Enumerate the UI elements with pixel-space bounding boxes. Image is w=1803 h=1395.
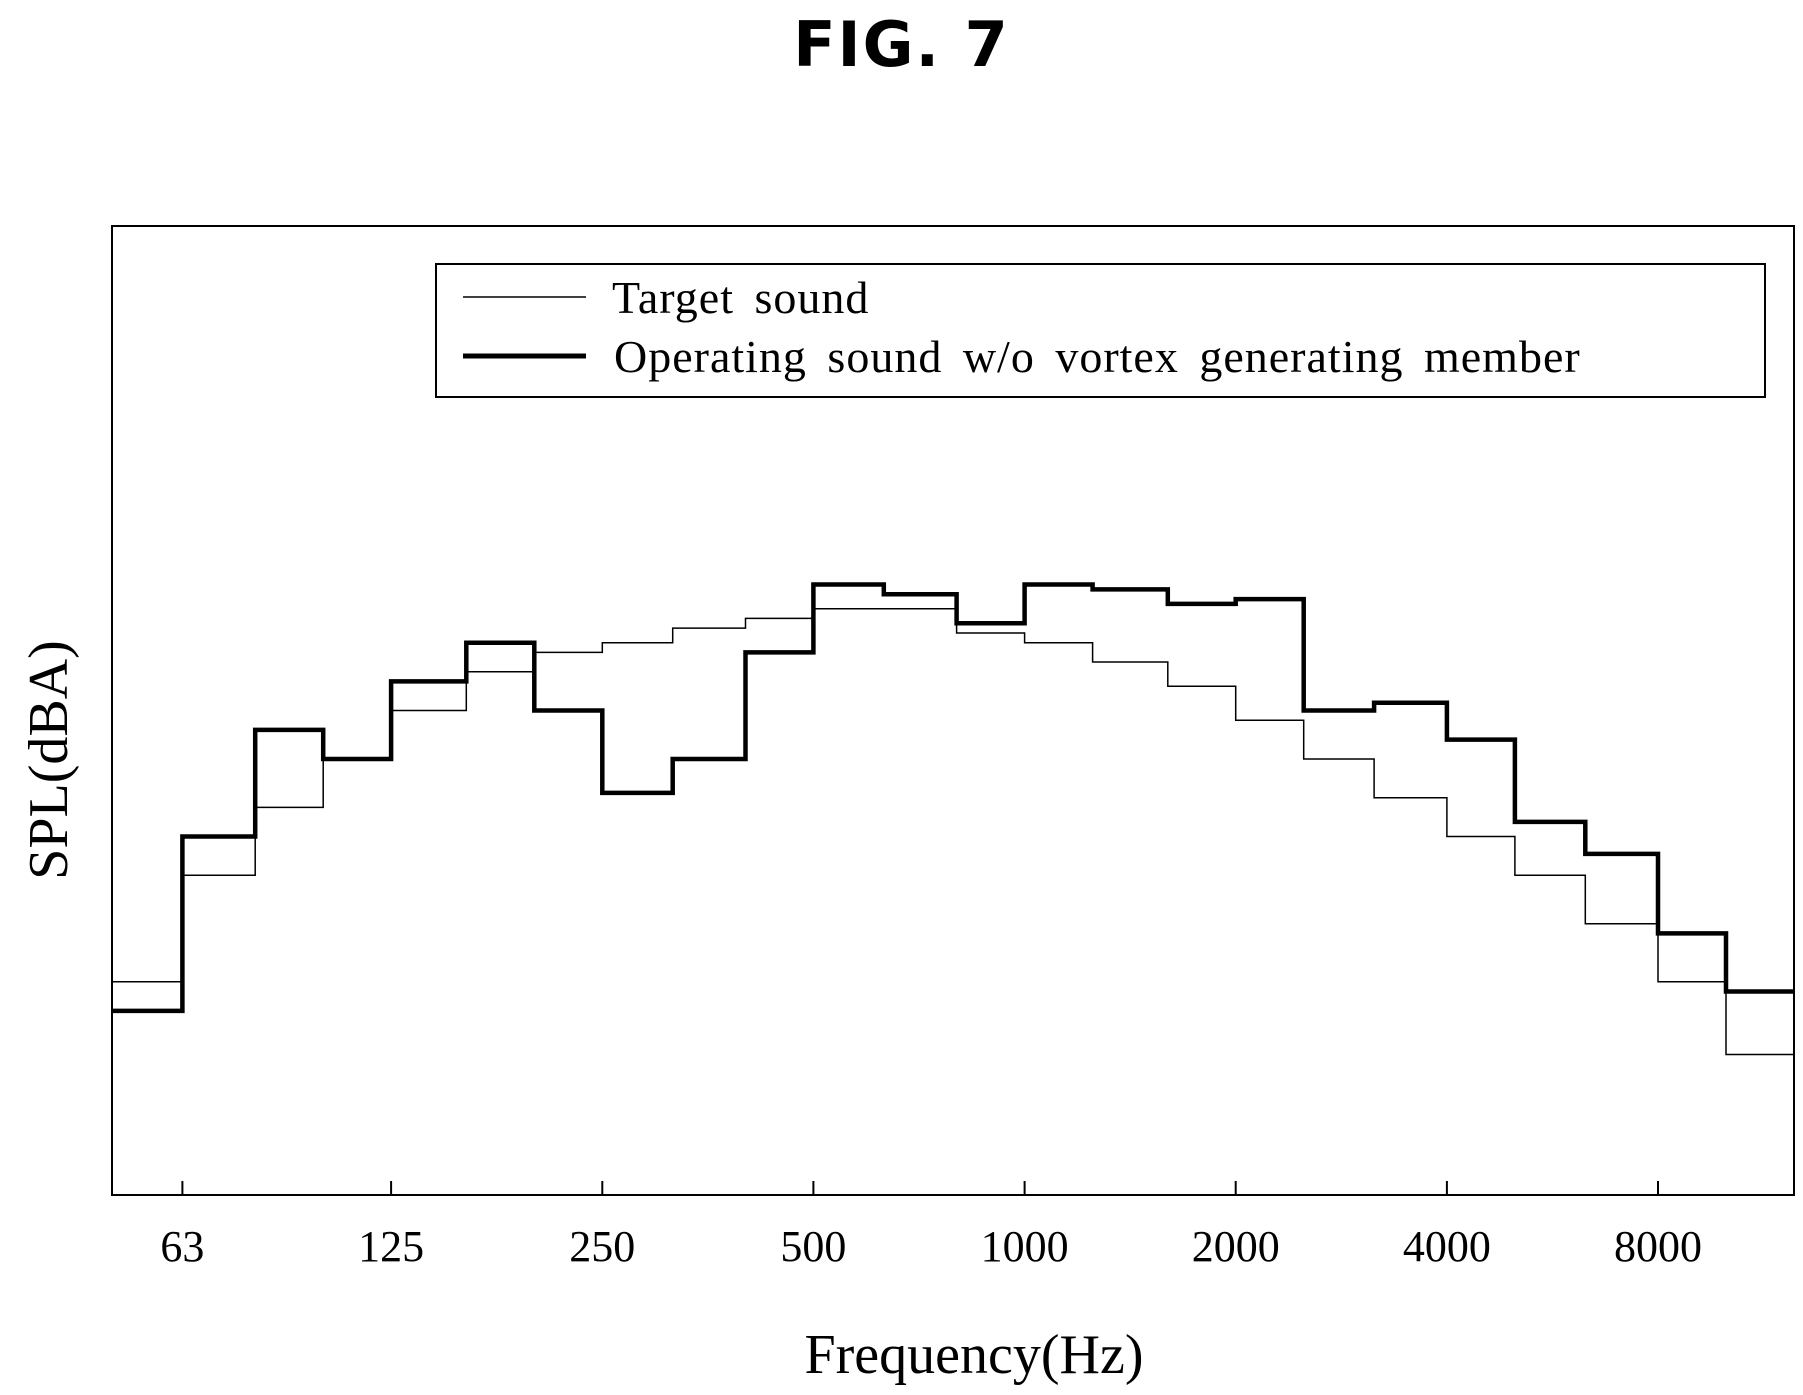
series-layer bbox=[112, 582, 1794, 1056]
legend: Target sound Operating sound w/o vortex … bbox=[435, 263, 1766, 398]
x-axis-title: Frequency(Hz) bbox=[805, 1324, 1144, 1386]
x-axis-ticks: 63 125 250 500 1000 2000 4000 8000 bbox=[160, 1181, 1702, 1271]
x-tick-label: 500 bbox=[780, 1222, 846, 1271]
legend-label-target-sound: Target sound bbox=[612, 272, 869, 323]
figure-label: FIG. 7 bbox=[793, 8, 1010, 81]
y-axis-title: SPL(dBA) bbox=[18, 640, 80, 880]
x-tick-label: 4000 bbox=[1403, 1222, 1491, 1271]
x-tick-label: 63 bbox=[160, 1222, 204, 1271]
x-tick-label: 250 bbox=[569, 1222, 635, 1271]
legend-box bbox=[435, 263, 1766, 398]
x-tick-label: 8000 bbox=[1614, 1222, 1702, 1271]
x-tick-label: 125 bbox=[358, 1222, 424, 1271]
x-tick-label: 1000 bbox=[981, 1222, 1069, 1271]
series-line-operating-sound bbox=[112, 582, 1794, 1014]
legend-label-operating-sound: Operating sound w/o vortex generating me… bbox=[614, 331, 1581, 382]
x-tick-label: 2000 bbox=[1192, 1222, 1280, 1271]
series-line-target-sound bbox=[112, 608, 1794, 1056]
plot-frame bbox=[111, 225, 1795, 1196]
